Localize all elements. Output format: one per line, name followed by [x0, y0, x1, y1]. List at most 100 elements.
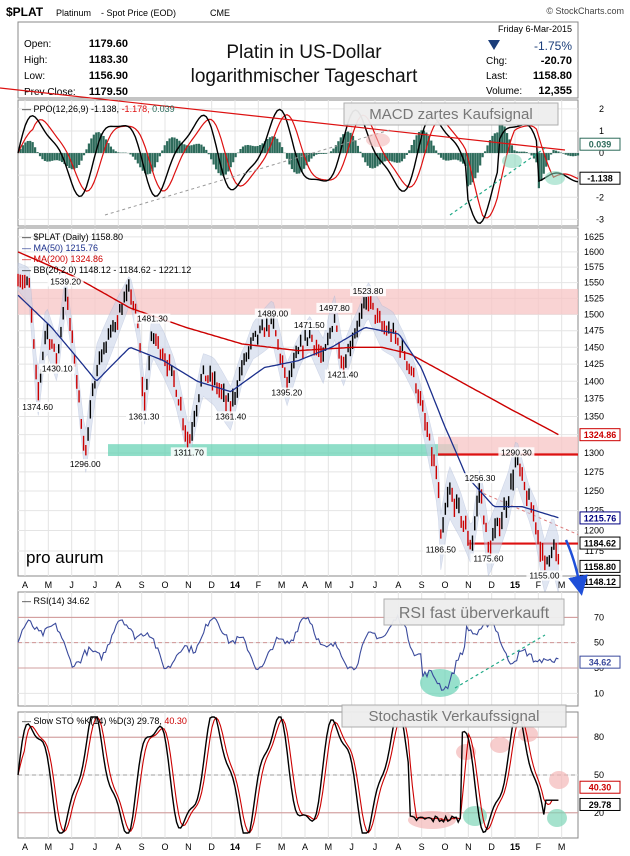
y-tick-label: 1450	[584, 342, 604, 352]
y-tick-label: 1250	[584, 486, 604, 496]
stats-left: Open: 1179.60 High: 1183.30 Low: 1156.90 Prev …	[24, 38, 128, 98]
chart-title-line-1: Platin in US-Dollar	[226, 42, 382, 63]
x-tick-label: O	[441, 842, 448, 852]
stat-label: Low:	[24, 71, 45, 82]
y-tick-label: -3	[596, 214, 604, 224]
ppo-annotation: MACD zartes Kaufsignal	[369, 106, 532, 123]
x-tick-label: A	[22, 842, 28, 852]
stat-value: 1158.80	[533, 70, 572, 82]
x-tick-label: A	[395, 580, 401, 590]
x-tick-label: D	[208, 580, 215, 590]
stat-value: 1156.90	[89, 70, 128, 82]
sto-highlight	[490, 737, 510, 753]
rsi-oversold-highlight	[420, 669, 460, 697]
ma200-line	[17, 251, 559, 436]
price-label: 1523.80	[353, 286, 384, 296]
stat-label: Prev Close:	[24, 87, 76, 98]
x-tick-label: J	[349, 842, 354, 852]
x-tick-label: D	[488, 580, 495, 590]
price-label: 1361.30	[129, 411, 160, 421]
stat-label: Volume:	[486, 86, 522, 97]
instrument-name: Platinum	[56, 8, 91, 18]
price-label: 1481.30	[137, 314, 168, 324]
x-tick-label: A	[115, 842, 121, 852]
price-label: 1497.80	[319, 303, 350, 313]
ppo-highlight-top	[366, 133, 390, 147]
sto-highlight	[547, 809, 567, 827]
price-label: 1296.00	[70, 459, 101, 469]
x-tick-label: A	[22, 580, 28, 590]
x-tick-label: N	[465, 842, 472, 852]
sto-k-tag: 29.78	[589, 800, 612, 810]
ppo-gray-trendline	[104, 129, 391, 216]
price-label: 1155.00	[529, 571, 559, 581]
quote-date: Friday 6-Mar-2015	[498, 24, 572, 34]
x-tick-label: F	[256, 580, 262, 590]
y-tick-label: 1500	[584, 309, 604, 319]
y-tick-label: 1550	[584, 278, 604, 288]
y-tick-label: 1575	[584, 262, 604, 272]
price-legend-entry: — $PLAT (Daily) 1158.80	[22, 232, 123, 242]
x-tick-label: N	[185, 842, 192, 852]
sto-highlight	[463, 806, 487, 826]
x-tick-label: F	[256, 842, 262, 852]
stat-value: 12,355	[538, 85, 572, 97]
price-label: 1290.30	[501, 447, 532, 457]
x-tick-label: M	[278, 842, 286, 852]
y-tick-label: 0	[599, 148, 604, 158]
stat-label: High:	[24, 55, 47, 66]
ppo-legend: — PPO(12,26,9) -1.138, -1.178, 0.039	[22, 104, 175, 114]
price-label: 1421.40	[327, 370, 358, 380]
sto-legend: — Slow STO %K(14) %D(3) 29.78, 40.30	[22, 716, 187, 726]
chart-title-line-2: logarithmischer Tageschart	[191, 66, 418, 87]
price-panel: 1625 1600 1575 1550 1525 1500 1475 1450 1425 1400…	[17, 227, 621, 596]
ppo-line-tag: -1.138	[587, 174, 613, 184]
price-label: 1256.30	[465, 473, 496, 483]
x-tick-label: 15	[510, 580, 520, 590]
stats-right: Chg: -20.70 Last: 1158.80 Volume: 12,355	[486, 55, 572, 97]
x-tick-label: J	[93, 842, 98, 852]
price-label: 1311.70	[174, 447, 204, 457]
x-tick-label: D	[208, 842, 215, 852]
y-tick-label: -2	[596, 192, 604, 202]
x-tick-label: A	[115, 580, 121, 590]
stat-value: 1183.30	[89, 54, 128, 66]
price-label: 1361.40	[215, 411, 246, 421]
x-tick-label: M	[558, 842, 566, 852]
x-tick-label: S	[139, 580, 145, 590]
rsi-legend: — RSI(14) 34.62	[22, 596, 90, 606]
y-tick-label: 70	[594, 612, 604, 622]
stat-label: Last:	[486, 71, 508, 82]
y-tick-label: 1175	[585, 546, 604, 556]
stat-value: 1179.60	[89, 38, 128, 50]
y-tick-label: 1625	[584, 232, 604, 242]
down-arrow-icon	[488, 40, 500, 50]
x-tick-label: O	[161, 580, 168, 590]
x-tick-label: J	[69, 842, 74, 852]
sto-annotation: Stochastik Verkaufssignal	[369, 708, 540, 725]
x-tick-label: 14	[230, 842, 240, 852]
x-tick-label: A	[302, 580, 308, 590]
symbol: $PLAT	[6, 5, 44, 19]
stat-label: Chg:	[486, 56, 507, 67]
x-tick-label: N	[465, 580, 472, 590]
y-tick-label: 10	[594, 688, 604, 698]
support-zone	[108, 444, 458, 457]
x-tick-label: S	[419, 842, 425, 852]
x-tick-label: A	[302, 842, 308, 852]
sto-panel: 80 50 20 — Slow STO %K(14) %D(3) 29.78, 40.…	[17, 704, 621, 852]
rsi-annotation: RSI fast überverkauft	[399, 605, 550, 622]
x-tick-label: O	[441, 580, 448, 590]
y-tick-label: 1350	[584, 411, 604, 421]
y-tick-label: 50	[594, 770, 604, 780]
sto-highlight	[549, 771, 569, 789]
upper-resistance-zone	[438, 436, 578, 455]
x-tick-label: J	[69, 580, 74, 590]
x-tick-label: N	[185, 580, 192, 590]
stat-value: 1179.50	[89, 86, 128, 98]
chart-header: $PLAT Platinum - Spot Price (EOD) CME © …	[6, 5, 624, 19]
x-tick-label: M	[45, 580, 53, 590]
price-legend-entry: — MA(50) 1215.76	[22, 243, 98, 253]
